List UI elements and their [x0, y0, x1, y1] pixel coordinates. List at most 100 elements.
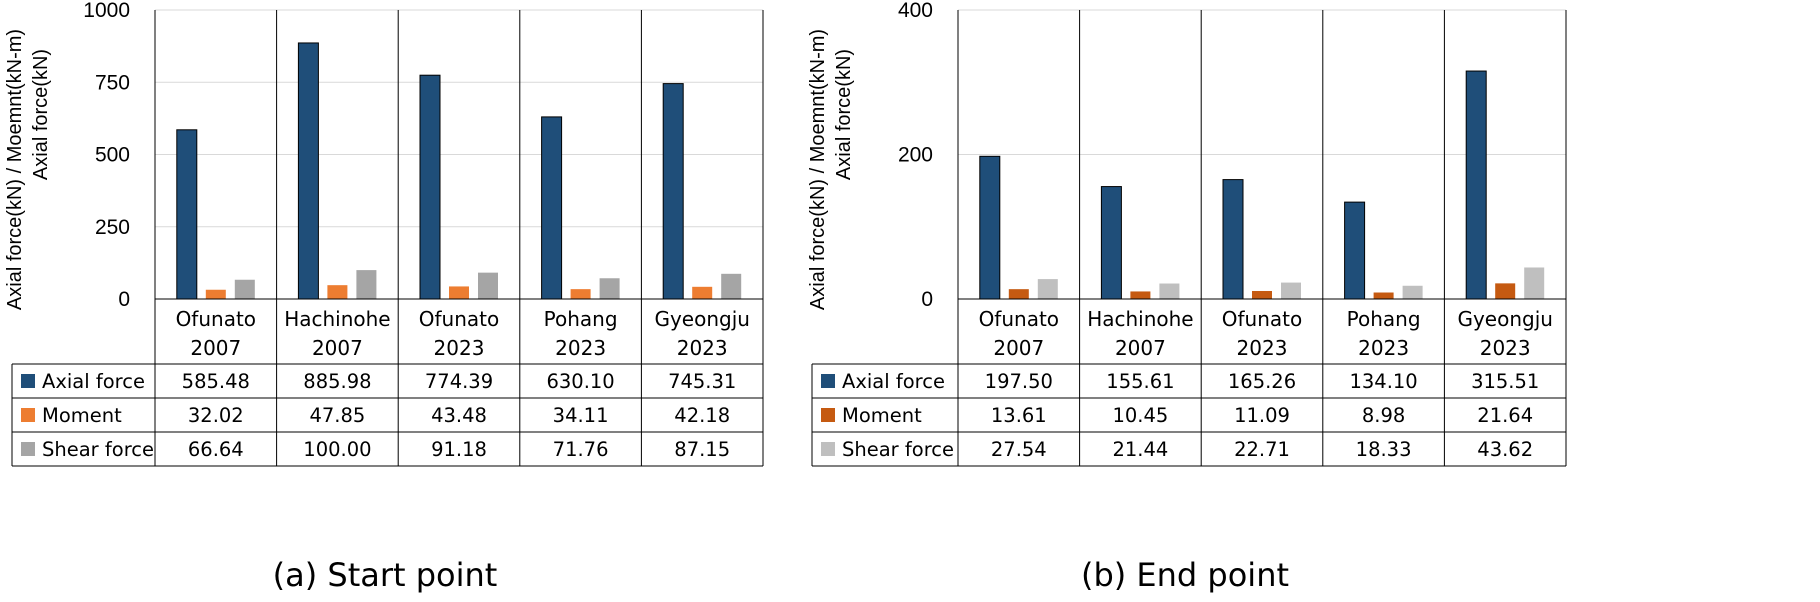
legend-label: Moment: [842, 404, 922, 427]
legend-label: Shear force: [42, 438, 154, 461]
data-table-value: 134.10: [1349, 370, 1417, 393]
y-axis-title-line2: Axial force(kN): [30, 49, 52, 180]
data-table-value: 18.33: [1356, 438, 1412, 461]
category-label-name: Ofunato: [979, 307, 1059, 331]
y-tick-label: 400: [898, 0, 933, 22]
bar-moment: [1252, 290, 1272, 299]
category-label-name: Gyeongju: [1457, 307, 1552, 331]
data-table-value: 27.54: [991, 438, 1047, 461]
bar-shear-force: [1402, 285, 1423, 299]
category-label-year: 2023: [1237, 336, 1288, 360]
data-table-value: 100.00: [303, 438, 371, 461]
bar-axial-force: [1222, 179, 1244, 300]
y-tick-label: 750: [95, 71, 130, 94]
data-table-value: 165.26: [1228, 370, 1296, 393]
data-table-value: 13.61: [991, 404, 1047, 427]
data-table-value: 47.85: [309, 404, 365, 427]
legend-key-shear-force: [21, 442, 35, 456]
data-table-value: 42.18: [674, 404, 730, 427]
legend-key-moment: [21, 408, 35, 422]
data-table-value: 91.18: [431, 438, 487, 461]
data-table-value: 315.51: [1471, 370, 1539, 393]
data-table-value: 11.09: [1234, 404, 1290, 427]
y-tick-label: 0: [921, 288, 933, 311]
bar-axial-force: [1465, 70, 1487, 300]
data-table-value: 745.31: [668, 370, 736, 393]
category-label-name: Pohang: [544, 307, 618, 331]
bar-moment: [1495, 283, 1516, 299]
legend-key-axial-force: [21, 374, 35, 388]
bar-axial-force: [297, 42, 319, 300]
category-label-name: Pohang: [1347, 307, 1421, 331]
data-table-value: 87.15: [674, 438, 730, 461]
category-label-year: 2007: [190, 336, 241, 360]
bar-moment: [327, 285, 348, 299]
bar-axial-force: [541, 116, 563, 300]
bar-moment: [570, 289, 591, 299]
legend-label: Axial force: [42, 370, 145, 393]
category-label-year: 2023: [677, 336, 728, 360]
bar-axial-force: [662, 83, 684, 300]
chart-caption: (b) End point: [1081, 556, 1289, 594]
y-tick-label: 1000: [83, 0, 130, 22]
chart-panel-end-point: 0 200 400 Axial force(kN) / Moemnt(kN-m) Axi…: [800, 0, 1710, 602]
bar-axial-force: [176, 129, 198, 300]
category-label-year: 2007: [312, 336, 363, 360]
legend-label: Moment: [42, 404, 122, 427]
data-table-value: 71.76: [553, 438, 609, 461]
bar-axial-force: [419, 74, 441, 300]
chart-caption: (a) Start point: [273, 556, 498, 594]
category-label-name: Ofunato: [1222, 307, 1302, 331]
data-table-value: 585.48: [182, 370, 250, 393]
data-table-value: 630.10: [546, 370, 614, 393]
category-label-year: 2023: [555, 336, 606, 360]
bar-moment: [1373, 292, 1394, 299]
data-table-value: 43.48: [431, 404, 487, 427]
bar-shear-force: [1281, 282, 1301, 299]
bar-shear-force: [234, 279, 255, 299]
bar-shear-force: [599, 278, 620, 299]
chart-panel-start-point: 0 250 500 750 1000 Axial force(kN) / Moemnt(k…: [4, 0, 764, 594]
y-axis-title-line2: Axial force(kN): [833, 49, 855, 180]
data-table-value: 197.50: [985, 370, 1053, 393]
category-label-year: 2007: [993, 336, 1044, 360]
category-label-name: Ofunato: [176, 307, 256, 331]
y-axis-title: Axial force(kN) / Moemnt(kN-m): [4, 29, 26, 310]
bar-shear-force: [478, 272, 498, 299]
bar-shear-force: [1159, 283, 1180, 299]
bar-moment: [1008, 289, 1029, 299]
data-table-value: 8.98: [1362, 404, 1405, 427]
bar-moment: [1130, 291, 1151, 299]
bar-moment: [449, 286, 469, 299]
category-label-name: Hachinohe: [1087, 307, 1193, 331]
category-label-year: 2023: [434, 336, 485, 360]
y-tick-label: 200: [898, 144, 933, 167]
data-table-value: 66.64: [188, 438, 244, 461]
legend-key-shear-force: [821, 442, 835, 456]
bar-shear-force: [721, 273, 742, 299]
legend-key-moment: [821, 408, 835, 422]
bar-moment: [205, 289, 226, 299]
data-table-value: 21.44: [1112, 438, 1168, 461]
data-table-value: 32.02: [188, 404, 244, 427]
data-table-value: 34.11: [553, 404, 609, 427]
legend-key-axial-force: [821, 374, 835, 388]
y-tick-label: 500: [95, 144, 130, 167]
y-axis-title: Axial force(kN) / Moemnt(kN-m): [807, 29, 829, 310]
legend-label: Axial force: [842, 370, 945, 393]
category-label-name: Ofunato: [419, 307, 499, 331]
y-tick-label: 250: [95, 216, 130, 239]
bar-moment: [692, 286, 713, 299]
bar-axial-force: [1100, 186, 1122, 300]
category-label-year: 2023: [1358, 336, 1409, 360]
data-table-value: 774.39: [425, 370, 493, 393]
data-table-value: 10.45: [1112, 404, 1168, 427]
bar-shear-force: [1524, 267, 1545, 299]
data-table-value: 885.98: [303, 370, 371, 393]
bar-axial-force: [1344, 201, 1366, 300]
legend-label: Shear force: [842, 438, 954, 461]
category-label-year: 2007: [1115, 336, 1166, 360]
category-label-name: Hachinohe: [284, 307, 390, 331]
data-table-value: 43.62: [1477, 438, 1533, 461]
data-table-value: 22.71: [1234, 438, 1290, 461]
